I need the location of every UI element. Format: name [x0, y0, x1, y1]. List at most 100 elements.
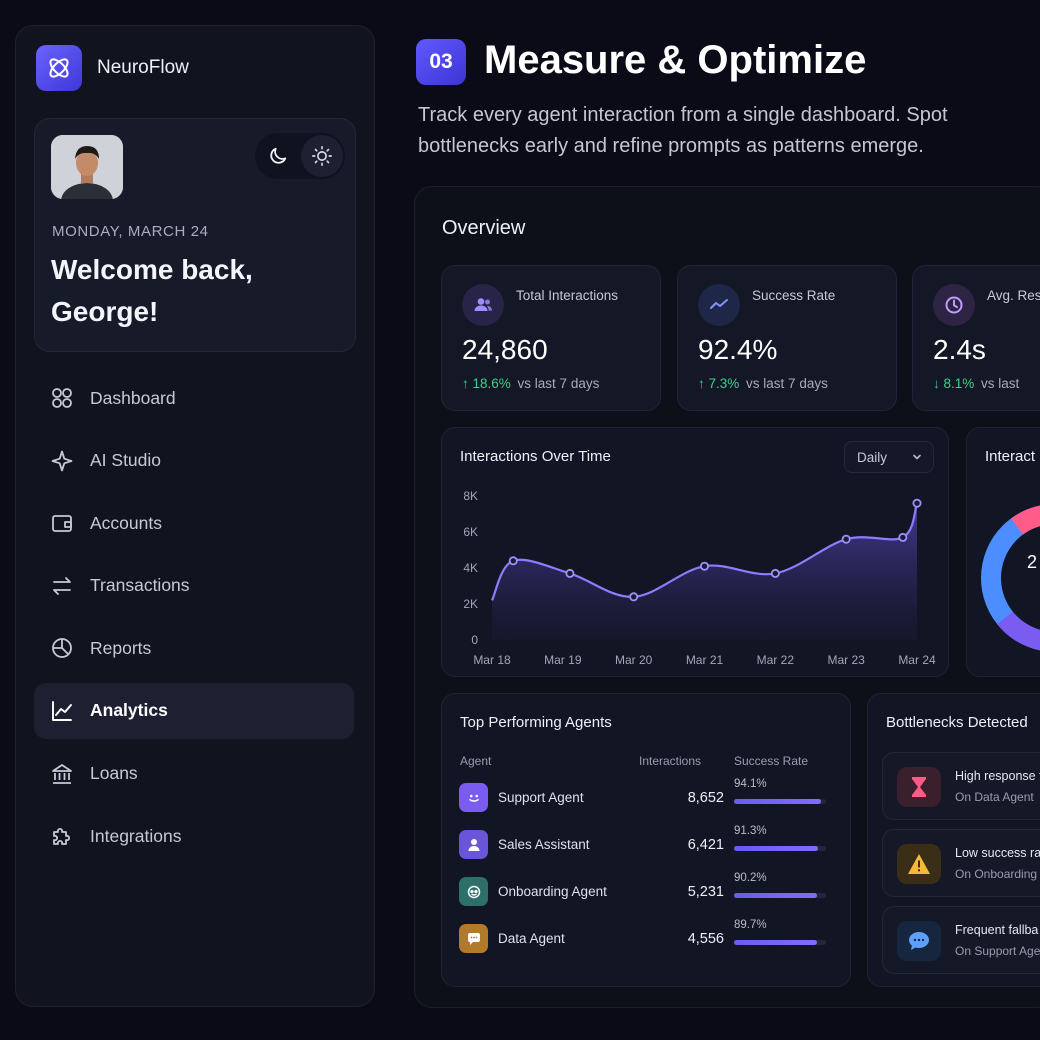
- y-tick-label: 6K: [463, 525, 478, 539]
- puzzle-icon: [50, 824, 74, 848]
- x-tick-label: Mar 21: [686, 653, 724, 667]
- welcome-title: Welcome back, George!: [51, 254, 253, 327]
- sidebar-item-accounts[interactable]: Accounts: [34, 495, 354, 551]
- y-tick-label: 2K: [463, 597, 478, 611]
- stat-label: Avg. Resp: [987, 288, 1040, 303]
- sidebar-item-integrations[interactable]: Integrations: [34, 808, 354, 864]
- success-rate-bar: [734, 846, 826, 851]
- table-row[interactable]: Onboarding Agent 5,231 90.2%: [442, 872, 852, 912]
- column-header-interactions: Interactions: [639, 754, 702, 768]
- table-row[interactable]: Data Agent 4,556 89.7%: [442, 919, 852, 959]
- delta-value: ↑ 7.3%: [698, 376, 740, 391]
- atom-logo-icon: [36, 45, 82, 91]
- overview-title: Overview: [442, 217, 526, 239]
- sidebar-item-label: Analytics: [90, 700, 168, 721]
- sidebar-item-label: Integrations: [90, 825, 182, 846]
- x-tick-label: Mar 22: [757, 653, 795, 667]
- interactions-donut-chart: 2: [981, 505, 1040, 651]
- agents-title: Top Performing Agents: [460, 714, 612, 731]
- bottleneck-title: Frequent fallba: [955, 923, 1039, 937]
- agent-success-rate: 89.7%: [734, 919, 767, 931]
- success-rate-fill: [734, 893, 817, 898]
- area-fill: [492, 503, 917, 640]
- agent-name: Onboarding Agent: [498, 884, 607, 899]
- bottleneck-title: High response t: [955, 769, 1040, 783]
- bottlenecks-card: Bottlenecks Detected High response t On …: [867, 693, 1040, 987]
- success-rate-bar: [734, 940, 826, 945]
- agent-interactions: 5,231: [687, 884, 724, 900]
- agent-success-rate: 90.2%: [734, 872, 767, 884]
- x-tick-label: Mar 18: [473, 653, 511, 667]
- delta-value: ↑ 18.6%: [462, 376, 511, 391]
- moon-icon[interactable]: [257, 135, 299, 177]
- table-row[interactable]: Support Agent 8,652 94.1%: [442, 778, 852, 818]
- wallet-icon: [50, 511, 74, 535]
- agent-interactions: 8,652: [687, 790, 724, 806]
- grid-icon: [50, 386, 74, 410]
- agent-name: Sales Assistant: [498, 837, 590, 852]
- sidebar-nav: Dashboard AI Studio Accounts: [34, 370, 354, 871]
- stat-label: Success Rate: [752, 288, 836, 303]
- date-label: MONDAY, MARCH 24: [52, 223, 209, 240]
- data-point: [629, 592, 639, 602]
- hourglass-icon: [897, 767, 941, 807]
- sidebar-item-transactions[interactable]: Transactions: [34, 558, 354, 614]
- success-rate-fill: [734, 940, 817, 945]
- bottleneck-item[interactable]: Low success ra On Onboarding: [882, 829, 1040, 897]
- stat-card-avg-response[interactable]: Avg. Resp 2.4s ↓ 8.1% vs last: [912, 265, 1040, 411]
- sun-icon[interactable]: [301, 135, 343, 177]
- sidebar-item-label: Transactions: [90, 575, 190, 596]
- donut-segment-purple: [997, 611, 1040, 651]
- sidebar-item-reports[interactable]: Reports: [34, 620, 354, 676]
- stat-delta: ↑ 18.6% vs last 7 days: [462, 376, 599, 391]
- chevron-down-icon: [911, 451, 923, 466]
- smile-icon: [459, 783, 488, 812]
- agent-name: Support Agent: [498, 790, 584, 805]
- table-row[interactable]: Sales Assistant 6,421 91.3%: [442, 825, 852, 865]
- bottleneck-item[interactable]: High response t On Data Agent: [882, 752, 1040, 820]
- bottlenecks-title: Bottlenecks Detected: [886, 714, 1028, 731]
- arrows-exchange-icon: [50, 574, 74, 598]
- sparkle-icon: [50, 449, 74, 473]
- bottleneck-item[interactable]: Frequent fallba On Support Age: [882, 906, 1040, 974]
- data-point: [898, 532, 908, 542]
- data-point: [912, 498, 922, 508]
- data-point: [508, 556, 518, 566]
- sidebar: NeuroFlow MON: [15, 25, 375, 1007]
- x-tick-label: Mar 24: [898, 653, 936, 667]
- sidebar-item-loans[interactable]: Loans: [34, 746, 354, 802]
- data-point: [699, 561, 709, 571]
- top-agents-card: Top Performing Agents Agent Interactions…: [441, 693, 851, 987]
- sidebar-item-label: Dashboard: [90, 387, 176, 408]
- success-rate-bar: [734, 799, 826, 804]
- interactions-chart-card: Interactions Over Time Daily 0 2K 4K 6K 8K Ma…: [441, 427, 949, 677]
- theme-toggle[interactable]: [255, 133, 345, 179]
- x-tick-label: Mar 23: [827, 653, 865, 667]
- bottleneck-subtitle: On Data Agent: [955, 790, 1034, 804]
- period-select[interactable]: Daily: [844, 441, 934, 473]
- sidebar-item-analytics[interactable]: Analytics: [34, 682, 354, 739]
- interactions-donut-card: Interact 2: [966, 427, 1040, 677]
- sidebar-item-ai-studio[interactable]: AI Studio: [34, 433, 354, 489]
- avatar[interactable]: [51, 135, 123, 199]
- stat-value: 92.4%: [698, 334, 778, 365]
- agent-success-rate: 91.3%: [734, 825, 767, 837]
- interactions-line-chart: 0 2K 4K 6K 8K Mar 18 Mar 19 Mar 20 Mar 21 Mar 22 M…: [463, 489, 936, 667]
- pie-chart-icon: [50, 636, 74, 660]
- sidebar-item-label: AI Studio: [90, 450, 162, 471]
- data-point: [565, 568, 575, 578]
- period-select-value: Daily: [857, 449, 888, 465]
- agent-interactions: 6,421: [687, 837, 724, 853]
- line-chart-icon: [50, 699, 74, 723]
- y-tick-label: 0: [471, 633, 478, 647]
- stat-delta: ↓ 8.1% vs last: [933, 376, 1019, 391]
- sidebar-item-dashboard[interactable]: Dashboard: [34, 370, 354, 426]
- stat-card-success-rate[interactable]: Success Rate 92.4% ↑ 7.3% vs last 7 days: [677, 265, 897, 411]
- delta-text: vs last 7 days: [517, 376, 600, 391]
- person-icon: [459, 830, 488, 859]
- stat-value: 2.4s: [933, 334, 986, 365]
- brand[interactable]: NeuroFlow: [36, 45, 189, 91]
- stat-card-total-interactions[interactable]: Total Interactions 24,860 ↑ 18.6% vs las…: [441, 265, 661, 411]
- donut-segment-blue: [981, 505, 1040, 651]
- data-point: [770, 568, 780, 578]
